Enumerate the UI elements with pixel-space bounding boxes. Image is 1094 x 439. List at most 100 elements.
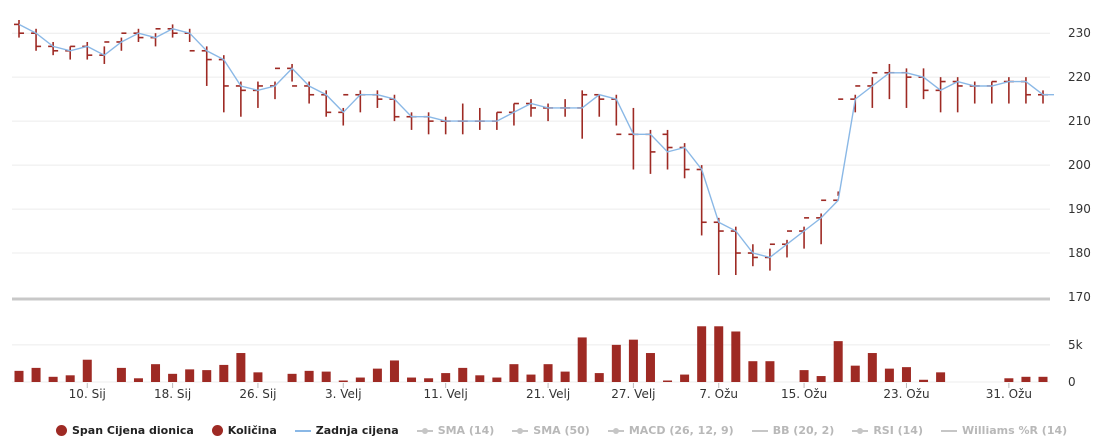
legend-label: BB (20, 2)	[772, 424, 835, 437]
volume-bar	[731, 331, 741, 382]
x-tick-label: 3. Velj	[325, 387, 362, 401]
price-range-series	[14, 20, 1048, 276]
price-tick-label: 180	[1068, 246, 1091, 260]
ohlc-bar	[457, 103, 468, 135]
ohlc-bar	[287, 63, 298, 87]
ohlc-bar	[730, 226, 741, 276]
volume-bar	[287, 373, 297, 382]
legend-label: MACD (26, 12, 9)	[628, 424, 734, 437]
ohlc-bar	[935, 77, 946, 113]
x-tick-label: 7. Ožu	[699, 387, 738, 401]
ohlc-bar	[14, 20, 24, 38]
volume-bar	[611, 344, 621, 382]
legend-label: Količina	[227, 424, 277, 437]
legend-symbol-icon	[56, 425, 67, 436]
volume-tick-label: 5k	[1068, 338, 1083, 352]
volume-bar	[1004, 378, 1014, 382]
volume-series	[14, 326, 1048, 382]
volume-bar	[816, 376, 826, 382]
volume-bar	[424, 378, 434, 382]
legend-item[interactable]: Williams %R (14)	[941, 424, 1067, 437]
ohlc-bar	[235, 81, 246, 117]
volume-bar	[492, 377, 502, 382]
ohlc-bar	[270, 67, 280, 100]
volume-bar	[714, 326, 724, 382]
ohlc-bar	[304, 81, 315, 104]
volume-bar	[645, 353, 655, 382]
volume-bar	[48, 376, 58, 382]
price-tick-label: 210	[1068, 114, 1091, 128]
volume-bar	[663, 380, 673, 382]
legend-item[interactable]: Span Cijena dionica	[56, 424, 194, 437]
volume-bar	[133, 378, 143, 382]
volume-bar	[116, 367, 126, 382]
volume-bar	[1021, 376, 1031, 382]
volume-bar	[151, 364, 161, 382]
legend-item[interactable]: SMA (14)	[416, 424, 495, 437]
ohlc-bar	[440, 116, 451, 135]
volume-bar	[82, 359, 92, 382]
ohlc-bar	[543, 103, 554, 122]
ohlc-bar	[833, 98, 844, 202]
volume-bar	[31, 367, 41, 382]
ohlc-bar	[423, 112, 434, 135]
volume-bar	[372, 368, 382, 382]
legend-item[interactable]: Količina	[211, 424, 277, 437]
volume-bar	[560, 371, 570, 382]
x-tick-label: 11. Velj	[424, 387, 468, 401]
volume-bar	[628, 339, 638, 382]
chart-legend: Span Cijena dionica Količina Zadnja cijena…	[56, 424, 1067, 437]
volume-bar	[850, 365, 860, 382]
x-tick-label: 21. Velj	[526, 387, 570, 401]
legend-item[interactable]: MACD (26, 12, 9)	[607, 424, 734, 437]
volume-bar	[543, 364, 553, 382]
ohlc-bar	[747, 244, 758, 267]
x-tick-label: 31. Ožu	[986, 387, 1032, 401]
volume-bar	[458, 367, 468, 382]
volume-bar	[441, 373, 451, 382]
volume-bar	[509, 364, 519, 382]
price-tick-label: 220	[1068, 70, 1091, 84]
volume-bar	[765, 361, 775, 382]
legend-label: Zadnja cijena	[315, 424, 399, 437]
ohlc-bar	[628, 107, 639, 170]
volume-bar	[594, 373, 604, 382]
ohlc-bar	[526, 99, 536, 117]
legend-item[interactable]: BB (20, 2)	[751, 424, 835, 437]
volume-bar	[304, 370, 314, 382]
ohlc-bar	[713, 217, 724, 276]
volume-bar	[1038, 376, 1048, 382]
x-tick-label: 18. Sij	[154, 387, 191, 401]
legend-item[interactable]: SMA (50)	[512, 424, 590, 437]
ohlc-bar	[850, 85, 861, 113]
x-tick-label: 15. Ožu	[781, 387, 827, 401]
ohlc-bar	[662, 129, 673, 170]
volume-bar	[236, 353, 246, 382]
volume-bar	[202, 370, 212, 382]
legend-item[interactable]: RSI (14)	[852, 424, 923, 437]
volume-bar	[389, 360, 399, 382]
last-price-line	[18, 23, 1054, 259]
volume-bar	[748, 361, 758, 382]
legend-symbol-icon	[416, 427, 433, 434]
volume-bar	[833, 341, 843, 382]
ohlc-bar	[474, 107, 485, 130]
volume-bar	[185, 369, 195, 382]
x-tick-label: 26. Sij	[239, 387, 276, 401]
volume-bar	[799, 370, 809, 382]
volume-bar	[407, 377, 417, 382]
volume-bar	[253, 372, 263, 382]
legend-label: SMA (14)	[437, 424, 495, 437]
volume-bar	[680, 374, 690, 382]
legend-symbol-icon	[941, 429, 957, 432]
legend-item[interactable]: Zadnja cijena	[294, 424, 399, 437]
volume-bar	[884, 368, 894, 382]
volume-bar	[867, 353, 877, 382]
volume-tick-label: 0	[1068, 375, 1076, 389]
ohlc-bar	[577, 90, 588, 139]
price-tick-label: 200	[1068, 158, 1091, 172]
price-gridlines	[12, 32, 1050, 254]
legend-label: Span Cijena dionica	[72, 424, 194, 437]
price-tick-label: 170	[1068, 290, 1091, 304]
